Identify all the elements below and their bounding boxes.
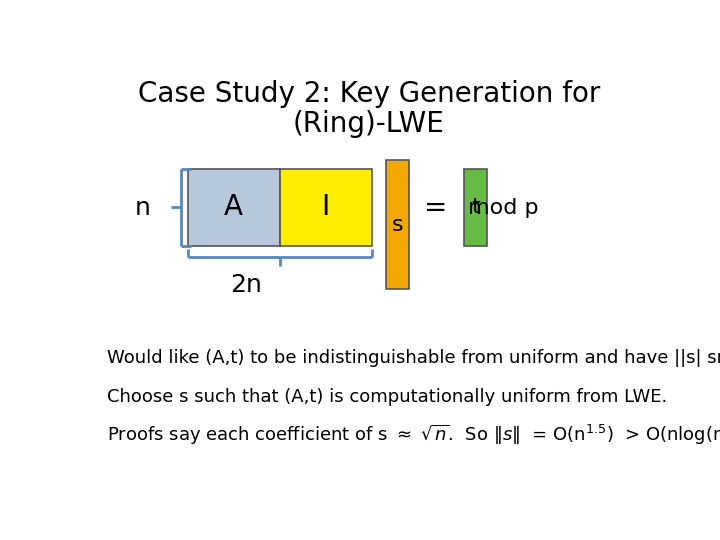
Bar [386,160,409,289]
Text: Would like (A,t) to be indistinguishable from uniform and have ||s| small: Would like (A,t) to be indistinguishable… [107,349,720,367]
Text: A: A [224,193,243,221]
Text: Choose s such that (A,t) is computationally uniform from LWE.: Choose s such that (A,t) is computationa… [107,388,667,407]
Text: n: n [135,196,151,220]
Bar [188,168,279,246]
Text: 2n: 2n [230,273,262,297]
Text: (Ring)-LWE: (Ring)-LWE [293,110,445,138]
Bar [464,168,487,246]
Text: Case Study 2: Key Generation for: Case Study 2: Key Generation for [138,80,600,108]
Text: mod p: mod p [467,198,539,218]
Text: =: = [424,194,448,222]
Text: s: s [392,215,403,235]
Text: I: I [322,193,330,221]
Text: t: t [471,197,480,217]
Bar [280,168,372,246]
Text: Proofs say each coefficient of s $\approx$ $\sqrt{n}$.  So $\|s\|$  = O(n$^{1.5}: Proofs say each coefficient of s $\appro… [107,423,720,447]
